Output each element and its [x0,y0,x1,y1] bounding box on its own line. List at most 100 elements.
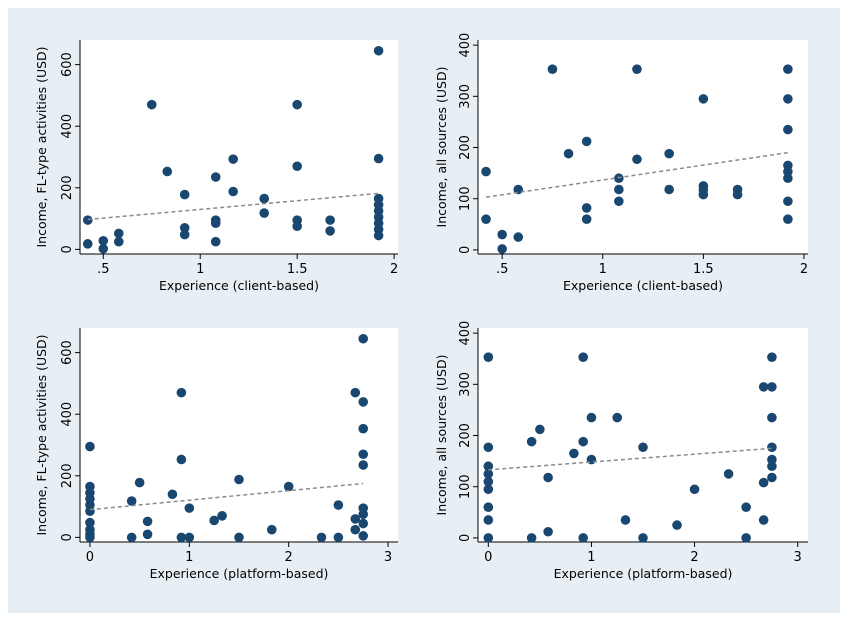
data-point [741,502,751,512]
x-tick-label: 0 [86,550,94,565]
y-axis-label: Income, all sources (USD) [434,355,449,516]
data-point [767,382,777,392]
data-point [483,352,494,362]
data-point [228,154,238,164]
x-tick-label: 1.5 [287,262,308,277]
x-tick-label: 0 [484,550,492,565]
data-point [483,515,494,525]
plot-area [80,40,398,254]
data-point [689,484,700,495]
fitted-line [485,151,788,198]
data-point [358,518,369,529]
data-point [483,502,494,512]
data-point [783,166,793,177]
x-tick-label: .5 [496,262,508,277]
data-point [113,236,124,247]
data-point [142,529,153,540]
data-point [513,184,524,195]
data-point [146,99,157,110]
plot-area [80,328,398,542]
data-point [259,193,270,204]
data-point [98,243,109,254]
x-tick-label: 3 [384,550,392,565]
data-point [283,481,294,492]
data-point [481,166,491,177]
data-point [481,214,491,224]
y-tick-label: 600 [60,52,75,77]
data-point [350,514,361,524]
data-point [333,532,344,543]
data-point [483,533,494,543]
y-axis-label: Income, FL-type activities (USD) [34,46,49,247]
data-point [217,511,227,521]
figure-background: 0 200 400 600.5 1 1.5 2 Experience (client-base… [8,8,840,613]
data-point [783,214,793,224]
x-tick-label: 2 [800,262,808,277]
data-point [82,239,93,249]
data-point [586,412,597,423]
data-point [358,460,369,470]
data-point [483,484,494,495]
data-point [292,221,302,232]
data-point [732,189,743,200]
x-tick-label: 3 [794,550,802,565]
data-point [358,531,369,541]
data-point [162,166,173,177]
data-point [126,532,137,543]
data-point [535,424,545,435]
data-point [350,524,361,535]
data-point [373,45,384,56]
data-point [578,352,588,362]
data-point [292,161,302,172]
data-point [698,189,709,200]
data-point [325,226,335,236]
data-point [758,515,769,525]
data-point [358,509,369,520]
data-point [569,448,579,459]
data-point [483,476,494,487]
data-point [723,469,734,479]
x-axis-label: Experience (platform-based) [150,566,329,581]
data-point [179,189,190,200]
data-point [783,173,793,184]
data-point [526,436,537,447]
data-point [98,235,109,246]
data-point [767,461,777,472]
data-point [612,412,623,423]
data-point [210,218,221,229]
data-point [483,469,494,479]
scatter-panel-top-right: 0 100 200 300 400 .5 1 1.5 2 Experience (client-b… [432,32,822,302]
data-point [526,533,537,543]
y-tick-label: 0 [458,534,473,542]
data-point [497,244,507,254]
data-point [741,533,751,543]
data-point [638,442,648,453]
y-tick-label: 200 [60,463,75,488]
data-point [126,496,137,506]
data-point [333,500,344,510]
x-tick-label: .5 [97,262,109,277]
fitted-line [488,447,772,471]
data-point [543,472,553,483]
data-point [259,208,270,218]
x-axis-label: Experience (client-based) [159,278,319,293]
data-point [783,124,793,135]
x-tick-label: 1 [196,262,204,277]
scatter-panel-bottom-left: 0 200 400 600 0 1 2 3 Experience (platform-based… [32,320,412,590]
y-tick-label: 400 [60,402,75,427]
data-point [783,196,793,207]
data-point [234,532,244,543]
data-point [767,352,777,362]
y-tick-label: 200 [60,175,75,200]
data-point [358,333,369,344]
scatter-panel-top-left: 0 200 400 600 .5 1 1.5 2 Experience (client-base… [32,32,412,302]
data-point [142,516,153,527]
data-point [266,524,277,535]
y-tick-label: 400 [60,114,75,139]
y-tick-label: 400 [458,33,473,58]
x-axis-label: Experience (platform-based) [554,566,733,581]
data-point [82,215,93,225]
data-point [373,153,384,164]
x-tick-label: 1 [587,550,595,565]
y-tick-label: 100 [458,474,473,499]
